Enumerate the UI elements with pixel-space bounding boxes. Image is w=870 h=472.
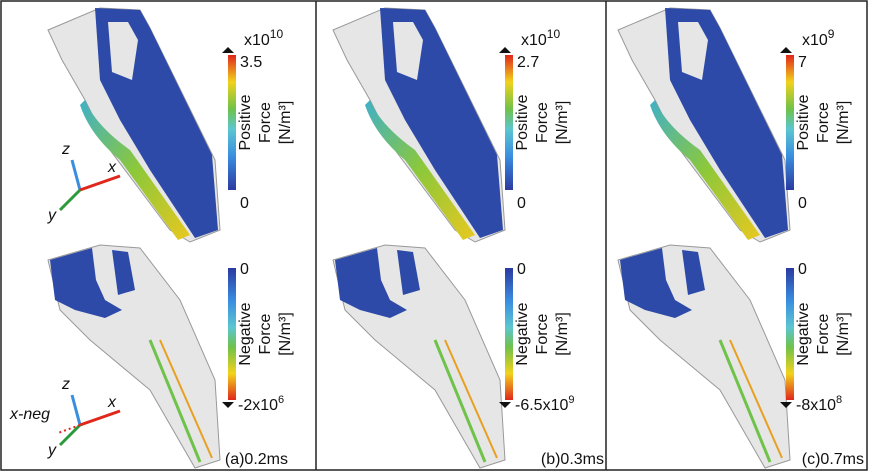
min-label: 0 bbox=[240, 195, 249, 212]
value: -2 bbox=[238, 397, 252, 414]
rendering-positive bbox=[618, 8, 790, 242]
max-label: 0 bbox=[798, 261, 807, 278]
value: x10 bbox=[810, 397, 836, 414]
exponent: 9 bbox=[568, 394, 574, 406]
rendering-negative bbox=[48, 245, 220, 468]
rendering-negative bbox=[333, 245, 505, 468]
colorbar-title: Positive bbox=[795, 94, 812, 150]
min-label: 0 bbox=[798, 195, 807, 212]
colorbar-title: [N/m³] bbox=[554, 312, 571, 356]
value: x10 bbox=[252, 397, 278, 414]
axis-y bbox=[60, 190, 80, 210]
panel-label: (c)0.7ms bbox=[802, 451, 864, 468]
colorbar-title: Negative bbox=[237, 302, 254, 365]
rendering-positive bbox=[48, 8, 220, 242]
colorbar-arrow bbox=[222, 402, 234, 408]
exponent: 9 bbox=[828, 27, 835, 41]
colorbar-title: Positive bbox=[237, 94, 254, 150]
max-label: 0 bbox=[240, 261, 249, 278]
max-label: 3.5 bbox=[240, 54, 262, 71]
colorbar bbox=[505, 268, 513, 400]
min-label: 0 bbox=[517, 195, 526, 212]
colorbar-title: Force bbox=[534, 313, 551, 354]
max-label: 0 bbox=[517, 261, 526, 278]
colorbar bbox=[786, 55, 794, 190]
axis-label: y bbox=[47, 442, 57, 459]
value: x10 bbox=[802, 32, 828, 49]
colorbar-title: Positive bbox=[514, 94, 531, 150]
axis-label: z bbox=[61, 376, 70, 393]
min-label: -6.5x109 bbox=[515, 394, 575, 414]
axis-label: x bbox=[107, 159, 117, 176]
figure: PositiveForce[N/m³]x10103.50NegativeForc… bbox=[0, 0, 870, 472]
axis-label: x bbox=[107, 394, 117, 411]
exponent: 6 bbox=[278, 394, 284, 406]
colorbar-title: [N/m³] bbox=[277, 101, 294, 145]
colorbar-title: Force bbox=[257, 102, 274, 143]
colorbar-arrow bbox=[780, 47, 792, 53]
axis-label: y bbox=[47, 207, 57, 224]
colorbar bbox=[228, 268, 236, 400]
multiplier: x1010 bbox=[521, 27, 560, 49]
value: x10 bbox=[244, 32, 270, 49]
colorbar-title: Force bbox=[257, 313, 274, 354]
colorbar bbox=[786, 268, 794, 400]
colorbar-title: [N/m³] bbox=[554, 101, 571, 145]
axis-z bbox=[72, 160, 80, 190]
colorbar-title: Negative bbox=[514, 302, 531, 365]
colorbar-title: Negative bbox=[795, 302, 812, 365]
rendering-positive bbox=[333, 8, 505, 242]
max-label: 7 bbox=[798, 54, 807, 71]
colorbar-title: Force bbox=[815, 313, 832, 354]
colorbar-arrow bbox=[222, 47, 234, 53]
exponent: 10 bbox=[270, 27, 284, 41]
value: -6.5 bbox=[515, 397, 543, 414]
axis-label: z bbox=[61, 141, 70, 158]
axis-x bbox=[80, 176, 120, 190]
value: -8 bbox=[796, 397, 810, 414]
colorbar-title: Force bbox=[534, 102, 551, 143]
colorbar-arrow bbox=[499, 47, 511, 53]
min-label: -2x106 bbox=[238, 394, 284, 414]
colorbar-title: [N/m³] bbox=[277, 312, 294, 356]
axis-z bbox=[72, 395, 80, 425]
colorbar bbox=[228, 55, 236, 190]
exponent: 8 bbox=[836, 394, 842, 406]
value: x10 bbox=[521, 32, 547, 49]
exponent: 10 bbox=[547, 27, 561, 41]
axes-triad: z x y x-neg bbox=[9, 376, 120, 459]
rendering-negative bbox=[618, 245, 790, 468]
multiplier: x109 bbox=[802, 27, 835, 49]
axis-label: x-neg bbox=[9, 406, 50, 423]
axes-triad: z x y bbox=[47, 141, 120, 224]
colorbar-title: [N/m³] bbox=[835, 312, 852, 356]
axis-x bbox=[80, 411, 120, 425]
value: x10 bbox=[543, 397, 569, 414]
max-label: 2.7 bbox=[517, 54, 539, 71]
colorbar-title: [N/m³] bbox=[835, 101, 852, 145]
colorbar bbox=[505, 55, 513, 190]
multiplier: x1010 bbox=[244, 27, 283, 49]
panel-label: (a)0.2ms bbox=[225, 451, 288, 468]
panel-label: (b)0.3ms bbox=[541, 451, 604, 468]
min-label: -8x108 bbox=[796, 394, 842, 414]
colorbar-title: Force bbox=[815, 102, 832, 143]
